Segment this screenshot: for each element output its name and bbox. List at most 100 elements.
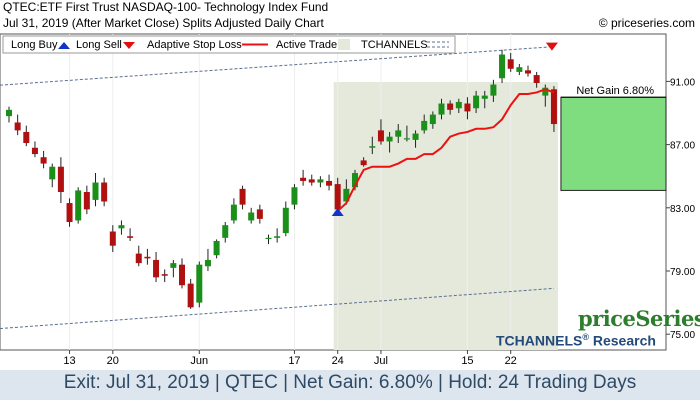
tchannel-upper (0, 46, 554, 86)
candle-down (135, 253, 142, 264)
candle-up (282, 207, 289, 234)
x-tick-label: Jun (190, 355, 208, 367)
candle-down (127, 236, 134, 238)
candle-up (403, 138, 410, 140)
x-tick-label: 22 (505, 355, 517, 367)
legend-trade-swatch (338, 39, 350, 50)
legend-down-arrow-icon (123, 42, 135, 49)
candle-down (377, 130, 384, 142)
candle-down (308, 179, 315, 183)
copyright: © priceseries.com (598, 16, 695, 30)
candle-up (248, 212, 255, 221)
candle-down (161, 274, 168, 276)
candle-up (386, 136, 393, 142)
candle-down (109, 231, 116, 246)
candle-down (23, 131, 30, 144)
candle-up (291, 187, 298, 205)
candle-down (256, 209, 263, 219)
candle-down (101, 182, 108, 202)
candle-down (525, 70, 531, 74)
x-tick-label: 15 (461, 355, 473, 367)
candle-down (334, 184, 341, 210)
brand-research-name: TCHANNELS (496, 332, 583, 349)
plot-area (0, 33, 667, 351)
candles (6, 49, 557, 309)
candle-down (66, 203, 73, 223)
legend-active-trade: Active Trade (276, 39, 337, 51)
legend-stop: Adaptive Stop Loss (147, 39, 242, 51)
price-chart: Net Gain 6.80% 75.00 79.00 83.00 87.00 91.00… (0, 33, 695, 367)
x-tick-label: 24 (332, 355, 344, 367)
candle-up (352, 173, 358, 188)
candle-up (170, 263, 177, 268)
y-tick-label: 83.00 (670, 204, 695, 215)
tchannel-lower (0, 287, 554, 330)
x-tick-label: 17 (288, 355, 300, 367)
candle-down (533, 75, 540, 83)
candle-down (31, 147, 38, 155)
footer-summary: Exit: Jul 31, 2019 | QTEC | Net Gain: 6.… (63, 372, 637, 393)
candle-down (507, 59, 514, 69)
candle-up (499, 54, 506, 79)
brand-logo: priceSeries (578, 306, 700, 331)
legend-tchannels: TCHANNELS (361, 39, 428, 51)
candle-up (274, 236, 281, 238)
candle-up (343, 188, 350, 202)
candle-up (230, 204, 237, 221)
brand-research: TCHANNELS® Research (496, 332, 656, 349)
chart-subtitle: Jul 31, 2019 (After Market Close) Splits… (3, 16, 324, 30)
candle-up (516, 67, 523, 72)
legend-long-sell: Long Sell (76, 39, 122, 51)
candle-up (395, 130, 402, 137)
candle-down (300, 177, 307, 181)
candle-down (179, 264, 185, 286)
long-buy-marker (331, 207, 344, 216)
legend-long-buy: Long Buy (11, 39, 58, 51)
x-axis: 13 20 Jun 17 24 Jul 15 22 (63, 350, 517, 367)
brand-reg-mark: ® (582, 332, 589, 342)
y-axis: 75.00 79.00 83.00 87.00 91.00 (666, 77, 695, 341)
candle-down (14, 122, 21, 131)
y-tick-label: 79.00 (670, 267, 695, 278)
x-tick-label: 20 (107, 355, 119, 367)
candle-up (481, 95, 488, 99)
candle-up (75, 190, 82, 221)
candle-down (550, 89, 557, 125)
y-tick-label: 75.00 (670, 330, 695, 341)
candle-up (92, 182, 99, 200)
candle-up (455, 101, 462, 109)
candle-up (118, 225, 125, 229)
candle-down (153, 259, 160, 278)
candle-up (196, 264, 203, 303)
candle-up (412, 133, 419, 140)
candle-down (187, 283, 194, 308)
candle-down (326, 180, 333, 186)
candle-up (317, 179, 324, 183)
candle-up (204, 259, 211, 267)
candle-up (369, 146, 376, 148)
candle-up (438, 103, 445, 115)
candle-down (40, 157, 47, 164)
candle-up (421, 120, 428, 131)
candle-up (213, 240, 220, 256)
candle-down (360, 160, 367, 166)
active-trade-region (333, 82, 558, 350)
legend: Long Buy Long Sell Adaptive Stop Loss Ac… (2, 35, 456, 54)
candle-down (57, 166, 64, 192)
chart-title: QTEC:ETF First Trust NASDAQ-100- Technol… (3, 0, 329, 14)
candle-up (429, 114, 436, 125)
y-tick-label: 91.00 (670, 77, 695, 88)
brand-research-suffix: Research (592, 332, 656, 349)
adaptive-stop-line (337, 88, 555, 212)
net-gain-box (560, 96, 667, 191)
footer-bar (0, 370, 700, 400)
x-tick-label: 13 (63, 355, 75, 367)
legend-up-arrow-icon (58, 42, 70, 49)
candle-down (447, 103, 454, 110)
candle-up (473, 95, 480, 109)
y-tick-label: 87.00 (670, 141, 695, 152)
net-gain-label: Net Gain 6.80% (576, 85, 654, 97)
long-sell-marker (545, 42, 558, 51)
candle-up (265, 237, 272, 240)
candle-up (49, 166, 56, 180)
